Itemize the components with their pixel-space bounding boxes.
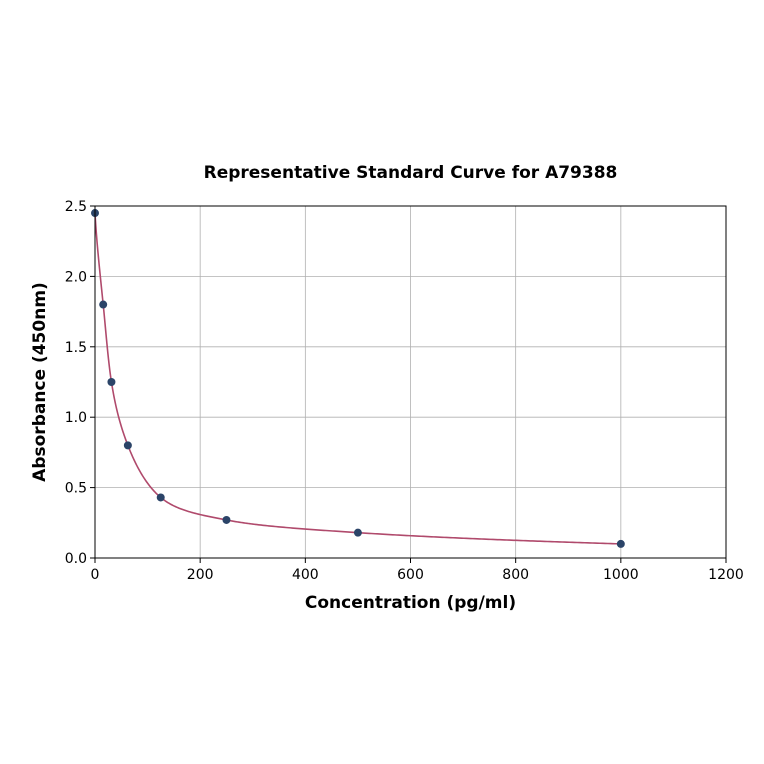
data-point: [107, 378, 116, 386]
data-point: [353, 528, 362, 537]
data-points: [91, 209, 625, 548]
chart-title: Representative Standard Curve for A79388: [204, 163, 618, 183]
x-tick-label: 1000: [603, 567, 639, 583]
fitted-curve-layer: [94, 213, 621, 545]
y-tick-label: 2.0: [65, 269, 87, 285]
x-axis-label: Concentration (pg/ml): [305, 593, 516, 613]
y-tick-label: 2.5: [65, 199, 87, 215]
x-tick-label: 1200: [708, 567, 744, 583]
fitted-curve-line: [94, 213, 621, 545]
x-tick-label: 0: [91, 567, 100, 583]
y-tick-label: 0.5: [65, 481, 87, 497]
x-tick-label: 600: [397, 567, 424, 583]
data-point: [222, 515, 231, 524]
x-tick-label: 800: [502, 567, 529, 583]
y-axis-label: Absorbance (450nm): [30, 282, 50, 482]
data-point: [99, 300, 108, 309]
y-tick-label: 1.0: [65, 410, 87, 426]
x-tick-label: 200: [187, 567, 214, 583]
y-tick-label: 1.5: [65, 340, 87, 356]
x-axis-ticks: 0 200 400 600 800 1000 1200: [91, 558, 744, 583]
y-axis-ticks: 0.0 0.5 1.0 1.5 2.0 2.5: [65, 199, 95, 567]
data-point: [156, 493, 165, 502]
grid: [95, 206, 726, 558]
y-tick-label: 0.0: [65, 551, 87, 567]
x-tick-label: 400: [292, 567, 319, 583]
data-point: [616, 539, 625, 548]
data-point: [123, 441, 132, 450]
